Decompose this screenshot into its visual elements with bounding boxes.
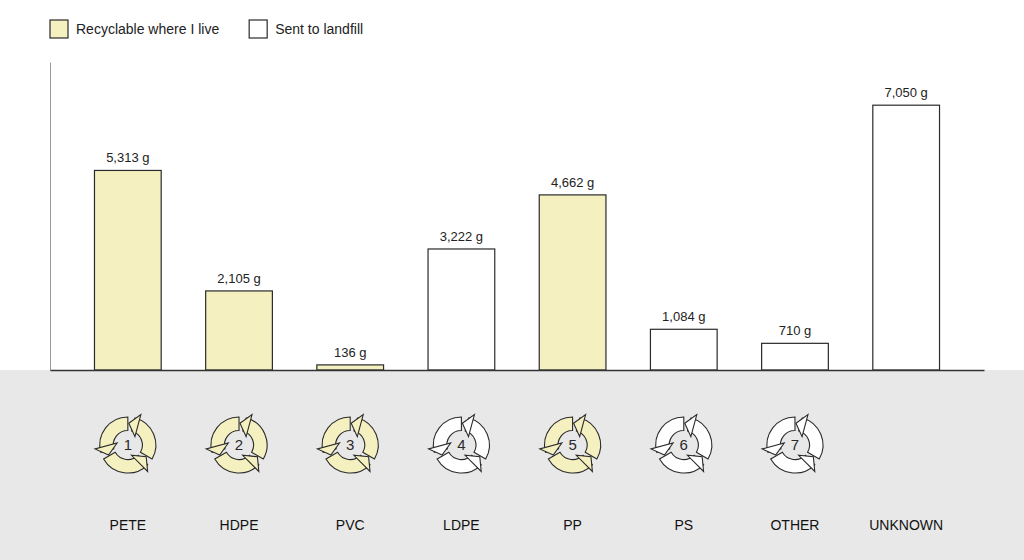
icon-arc	[660, 452, 704, 473]
recycling-icon: 1	[95, 415, 156, 473]
icon-arrowhead	[796, 415, 808, 437]
recycling-icons: 1 2 3 4 5 6 7	[95, 415, 823, 473]
icon-arrowhead	[243, 455, 259, 471]
bar	[762, 343, 829, 370]
icon-number: 3	[346, 436, 354, 453]
icon-arrowhead	[462, 415, 474, 437]
icon-arc	[104, 452, 148, 473]
icon-number: 7	[791, 436, 799, 453]
legend-label: Sent to landfill	[275, 21, 363, 37]
bar	[94, 170, 161, 370]
icon-arc	[771, 452, 815, 473]
y-axis-line	[50, 63, 51, 371]
data-label: 2,105 g	[217, 271, 260, 286]
icon-arrowhead	[576, 455, 592, 471]
x-tick: PS	[674, 370, 693, 533]
bottom-band	[0, 370, 1024, 560]
icon-arc	[437, 452, 481, 473]
icon-number: 6	[680, 436, 688, 453]
y-axis	[50, 63, 51, 371]
icon-arc	[548, 452, 592, 473]
icon-arrowhead	[351, 415, 363, 437]
icon-arrowhead	[354, 455, 370, 471]
icon-arc	[326, 452, 370, 473]
x-tick: PVC	[336, 370, 365, 533]
icon-number: 1	[124, 436, 132, 453]
x-axis: PETE HDPE PVC LDPE PP PS OTHER UNKNOWN	[51, 370, 985, 533]
icon-arrowhead	[687, 455, 703, 471]
recycling-icon: 2	[206, 415, 267, 473]
chart: 5,313 g 2,105 g 136 g 4,662 g 3,222 g 1,084 g…	[0, 0, 1024, 560]
data-label: 3,222 g	[440, 229, 483, 244]
x-tick-label: PVC	[336, 517, 365, 533]
recycling-icon: 3	[317, 415, 378, 473]
legend-label: Recyclable where I live	[76, 21, 219, 37]
bar	[873, 105, 940, 370]
x-axis-line	[51, 370, 985, 372]
x-tick-label: LDPE	[443, 517, 480, 533]
legend-swatch	[50, 20, 68, 38]
data-label: 710 g	[779, 323, 812, 338]
icon-arrowhead	[685, 415, 697, 437]
recycling-icon: 4	[429, 415, 490, 473]
icon-arrowhead	[799, 455, 815, 471]
x-tick: PP	[563, 370, 582, 533]
bar	[539, 195, 606, 370]
icon-arrowhead	[465, 455, 481, 471]
icon-arc	[215, 452, 259, 473]
bar	[317, 365, 384, 370]
legend: Recyclable where I live Sent to landfill	[50, 20, 363, 38]
recycling-icon: 5	[540, 415, 601, 473]
bars	[94, 105, 939, 370]
icon-arrowhead	[240, 415, 252, 437]
x-tick-label: PS	[674, 517, 693, 533]
icon-number: 4	[457, 436, 465, 453]
bar	[650, 329, 717, 370]
data-label: 136 g	[334, 345, 367, 360]
legend-item: Sent to landfill	[249, 20, 363, 38]
icon-arrowhead	[129, 415, 141, 437]
bar	[428, 249, 495, 370]
icon-arrowhead	[574, 415, 586, 437]
recycling-icon: 6	[651, 415, 712, 473]
icon-arrowhead	[131, 455, 147, 471]
data-labels: 5,313 g 2,105 g 136 g 4,662 g 3,222 g 1,084 g…	[106, 85, 928, 360]
bar	[206, 291, 273, 370]
x-tick-label: HDPE	[220, 517, 259, 533]
x-tick: UNKNOWN	[869, 370, 943, 533]
data-label: 5,313 g	[106, 150, 149, 165]
recycling-icon: 7	[762, 415, 823, 473]
data-label: 7,050 g	[884, 85, 927, 100]
icon-number: 2	[235, 436, 243, 453]
data-label: 4,662 g	[551, 175, 594, 190]
legend-item: Recyclable where I live	[50, 20, 219, 38]
x-tick-label: OTHER	[770, 517, 819, 533]
x-tick-label: PETE	[110, 517, 147, 533]
legend-swatch	[249, 20, 267, 38]
x-tick-label: PP	[563, 517, 582, 533]
x-tick-label: UNKNOWN	[869, 517, 943, 533]
data-label: 1,084 g	[662, 309, 705, 324]
icon-number: 5	[568, 436, 576, 453]
